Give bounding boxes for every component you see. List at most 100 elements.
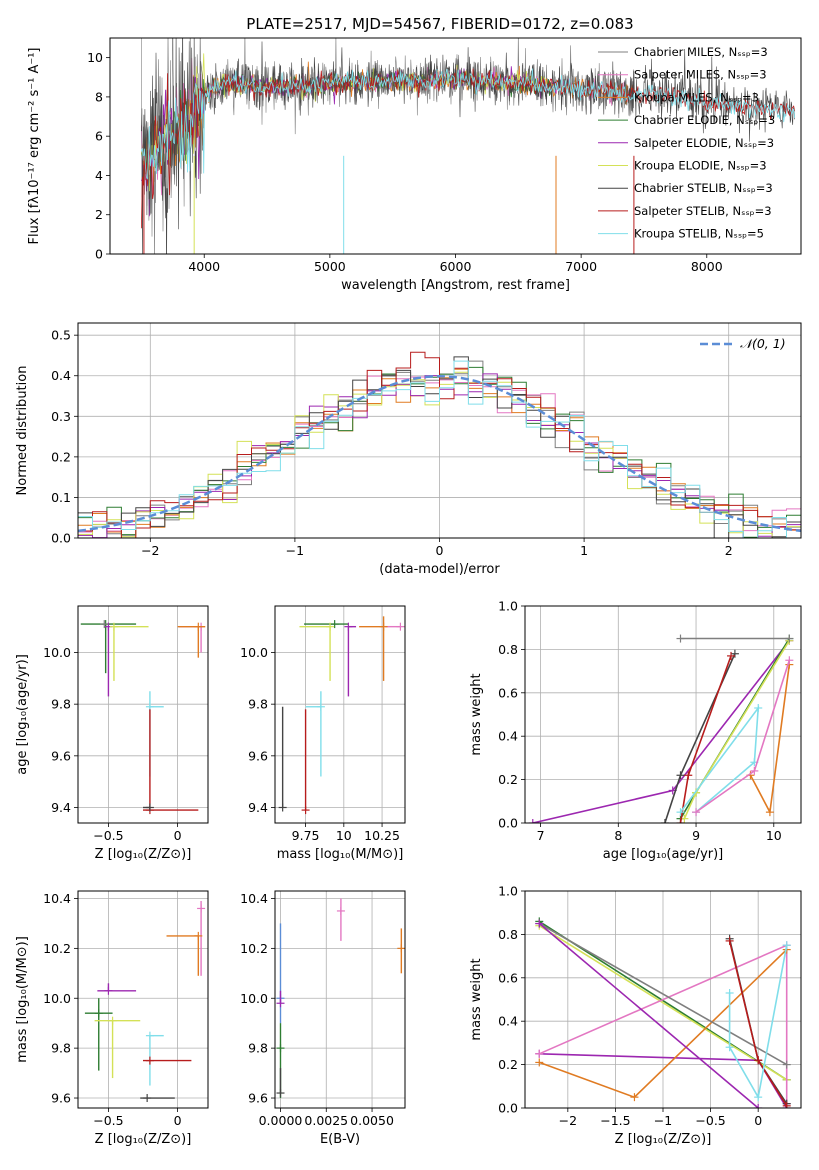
errorbar-point-normal_curve [276,923,285,1024]
y-tick-label: 0.6 [498,685,518,700]
legend-entry: Salpeter STELIB, Nₛₛₚ=3 [634,204,772,218]
errorbar-point-kroupa_elodie [299,622,335,681]
panel-age_vs_Z: −0.5 0 9.4 9.6 9.8 10.0 Z [log₁₀(Z/Z⊙)] age [lo… [15,605,209,862]
y-tick-label: 0.2 [498,772,518,787]
y-tick-label: 9.6 [248,748,268,763]
x-tick-label: 4000 [188,259,220,274]
x-tick-label: −0.5 [93,828,123,843]
errorbar-point-salpeter_elodie [97,983,137,995]
legend-entry: Kroupa MILES, Nₛₛₚ=3 [634,90,759,104]
errorbar-point-salpeter_miles [197,900,206,976]
normal-curve [78,374,801,533]
x-tick-label: 8000 [691,259,723,274]
errorbar-point-kroupa_miles [177,622,206,658]
y-tick-label: 0.4 [498,729,518,744]
errorbar-point-chabrier_miles [100,620,109,629]
legend-entry: Kroupa ELODIE, Nₛₛₚ=3 [634,159,767,173]
y-tick-label: 10.0 [43,645,71,660]
x-tick-label: −0.5 [93,1113,123,1128]
legend-entry: Chabrier STELIB, Nₛₛₚ=3 [634,181,773,195]
plot-area [141,38,796,254]
errorbar-point-chabrier_stelib [143,803,154,812]
x-axis-label: mass [log₁₀(M/M⊙)] [277,847,404,862]
panel-weights_vs_Z: −2 −1.5 −1 −0.5 0 0.0 0.2 0.4 0.6 0.8 1.0 Z [log₁₀(… [469,884,802,1147]
legend-entry: Chabrier MILES, Nₛₛₚ=3 [634,45,768,59]
errorbar-point-salpeter_miles [336,898,345,941]
errorbar-point-kroupa_elodie [109,622,149,681]
x-tick-label: −1 [286,543,304,558]
x-axis-label: age [log₁₀(age/yr)] [603,847,724,862]
plot-area [276,898,405,1099]
weight-line-salpeter_elodie_b [538,922,759,1108]
y-tick-label: 0.5 [51,328,71,343]
plot-area [80,620,206,815]
y-tick-label: 9.8 [51,1041,71,1056]
errorbar-point-salpeter_miles [385,622,405,631]
y-tick-label: 1.0 [498,599,518,614]
errorbar-point-salpeter_elodie [344,622,357,697]
figure-title: PLATE=2517, MJD=54567, FIBERID=0172, z=0… [246,15,633,33]
y-tick-label: 9.8 [51,697,71,712]
x-tick-label: 0.0025 [304,1113,348,1128]
y-tick-label: 0.2 [51,449,71,464]
legend-entry: 𝒩(0, 1) [740,336,786,351]
x-tick-label: 1 [580,543,588,558]
errorbar-point-salpeter_stelib [143,1056,192,1065]
panel-age_vs_mass: 9.75 10 10.25 9.4 9.6 9.8 10.0 mass [log₁₀(M/M⊙… [240,605,406,862]
errorbar-point-chabrier_elodie [84,998,113,1071]
y-tick-label: 9.6 [248,1091,268,1106]
x-axis-label: Z [log₁₀(Z/Z⊙)] [95,1132,192,1147]
x-tick-label: 7 [537,828,545,843]
panel-weights_vs_age: 7 8 9 10 0.0 0.2 0.4 0.6 0.8 1.0 age [log₁₀(age/yr… [469,599,802,862]
axes-frame [524,890,802,1109]
y-axis-label: age [log₁₀(age/yr)] [15,654,30,775]
legend-entry: Salpeter MILES, Nₛₛₚ=3 [634,68,767,82]
plot-area [78,351,801,538]
x-tick-label: 2 [725,543,733,558]
x-tick-label: 0.0050 [350,1113,394,1128]
errorbar-point-kroupa_stelib [145,1031,164,1086]
errorbar-point-chabrier_stelib [276,1068,285,1098]
y-tick-label: 0.0 [498,1101,518,1116]
legend-entry: Chabrier ELODIE, Nₛₛₚ=3 [634,113,775,127]
panel-mass_vs_Z: −0.5 0 9.6 9.8 10.0 10.2 10.4 Z [log₁₀(Z/Z⊙)] ma… [15,890,209,1147]
y-tick-label: 0.8 [498,642,518,657]
y-tick-label: 9.6 [51,1091,71,1106]
panel-mass_vs_ebv: 0.0000 0.0025 0.0050 9.6 9.8 10.0 10.2 10.4 E(B-… [240,890,406,1147]
y-tick-label: 10.0 [43,991,71,1006]
spectrum-line-salpeter_elodie [141,66,556,217]
legend-entry: Salpeter ELODIE, Nₛₛₚ=3 [634,136,774,150]
axes-frame [524,605,802,824]
y-tick-label: 0.4 [51,368,71,383]
axes-frame [274,890,406,1109]
y-tick-label: 0.4 [498,1014,518,1029]
errorbar-point-kroupa_elodie [94,1016,141,1079]
y-tick-label: 0.3 [51,409,71,424]
x-axis-label: (data-model)/error [379,562,500,577]
y-axis-label: mass weight [469,958,484,1040]
y-tick-label: 9.8 [248,697,268,712]
weight-line-kroupa_elodie [538,925,788,1081]
errorbar-point-chabrier_elodie [304,620,349,629]
y-tick-label: 0.0 [51,531,71,546]
errorbar-point-chabrier_stelib [140,1094,175,1103]
x-axis-label: wavelength [Angstrom, rest frame] [341,278,570,293]
y-tick-label: 0 [95,247,103,262]
x-axis-label: E(B-V) [320,1132,360,1147]
y-tick-label: 9.8 [248,1041,268,1056]
y-tick-label: 10.0 [240,991,268,1006]
y-tick-label: 0.2 [498,1057,518,1072]
x-tick-label: −1.5 [600,1113,630,1128]
histogram-salpeter_stelib [78,351,801,538]
y-tick-label: 10.4 [43,891,71,906]
plot-area [535,917,791,1108]
x-tick-label: −1 [654,1113,672,1128]
plot-area [84,900,206,1103]
y-tick-label: 0.6 [498,970,518,985]
x-tick-label: 0 [436,543,444,558]
y-tick-label: 9.6 [51,748,71,763]
axes-frame [109,37,802,255]
x-tick-label: 9 [692,828,700,843]
x-tick-label: 10 [766,828,782,843]
